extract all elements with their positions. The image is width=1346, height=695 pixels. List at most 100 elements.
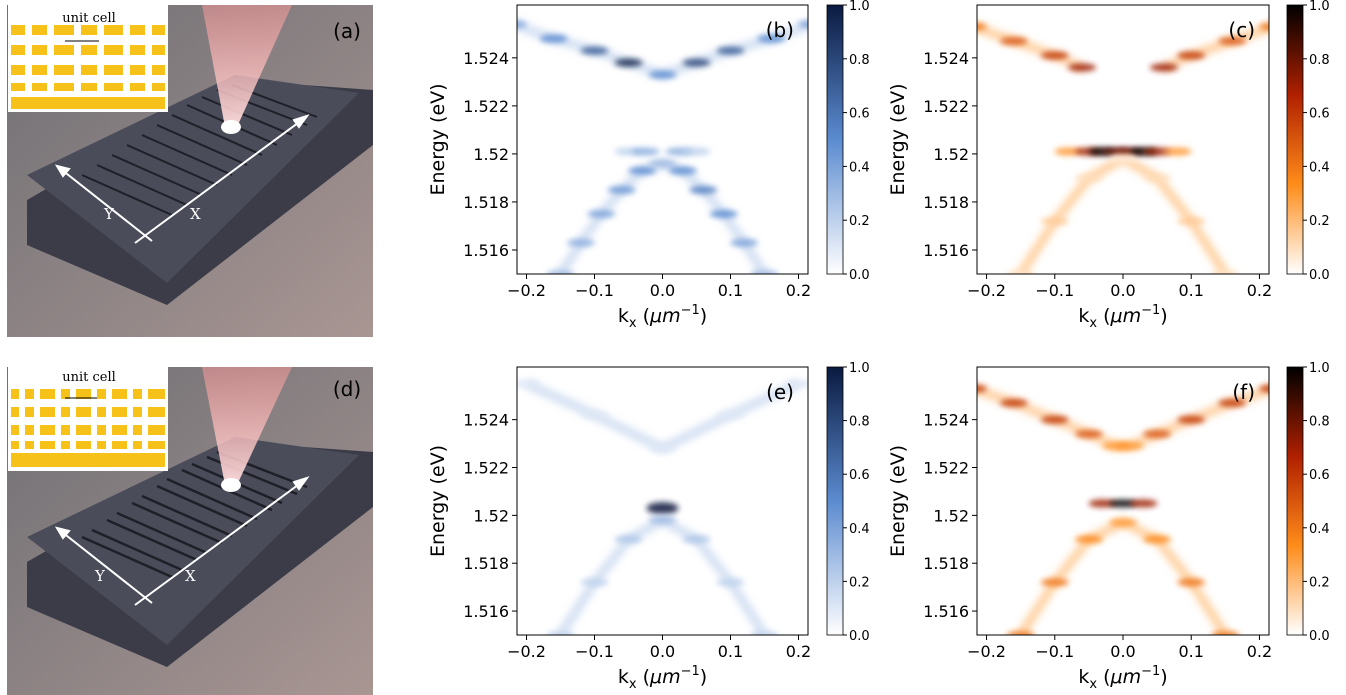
intensity-blob — [499, 20, 527, 28]
colorbar — [1287, 367, 1303, 635]
intensity-blob — [1116, 442, 1144, 450]
intensity-blob — [682, 148, 710, 156]
plot-area — [517, 367, 808, 635]
colorbar — [1287, 5, 1303, 274]
x-tick-label: 0.2 — [1247, 642, 1272, 661]
x-tick-label: −0.2 — [967, 281, 1006, 300]
intensity-blob — [959, 385, 987, 393]
illustration: unit cell Y X (d) — [7, 367, 373, 695]
colorbar-tick-label: 0.2 — [1309, 575, 1330, 590]
intensity-blob — [716, 411, 744, 419]
x-axis-label: kx (μm−1) — [1078, 303, 1167, 331]
x-axis-label-part: −1 — [681, 664, 700, 679]
intensity-blob — [710, 210, 738, 218]
colorbar-tick-label: 0.2 — [849, 214, 870, 229]
panel-label: (a) — [333, 19, 361, 43]
y-tick-label: 1.522 — [463, 459, 509, 478]
x-axis-label-part: μm — [649, 666, 681, 688]
intensity-blob — [1177, 51, 1205, 59]
y-tick-label: 1.524 — [463, 411, 509, 430]
colorbar-tick-label: 0.6 — [1309, 107, 1330, 122]
x-axis-label-part: k — [618, 305, 629, 327]
x-tick-label: −0.1 — [575, 642, 614, 661]
y-tick-label: 1.516 — [463, 241, 509, 260]
x-axis-label-part: ) — [1160, 666, 1167, 688]
colorbar-tick-label: 1.0 — [1309, 361, 1330, 376]
x-tick-label: 0.1 — [1178, 281, 1203, 300]
y-tick-label: 1.516 — [923, 241, 969, 260]
colorbar-tick-label: 0.2 — [849, 575, 870, 590]
panel-label: (b) — [766, 18, 794, 42]
intensity-blob — [1109, 155, 1137, 163]
intensity-blob — [649, 516, 677, 524]
intensity-blob — [1075, 430, 1103, 438]
y-tick-label: 1.518 — [923, 193, 969, 212]
intensity-blob — [1000, 399, 1028, 407]
colorbar — [827, 5, 843, 274]
y-tick-label: 1.518 — [463, 554, 509, 573]
axis-label: X — [190, 205, 201, 223]
intensity-blob — [1000, 37, 1028, 45]
intensity-blob — [1041, 578, 1069, 586]
axis-label: X — [185, 567, 196, 585]
x-axis-label-part: ( — [637, 305, 650, 327]
x-axis-label-part: μm — [1109, 305, 1141, 327]
colorbar — [827, 367, 843, 635]
intensity-blob — [1177, 217, 1205, 225]
intensity-blob — [567, 239, 595, 247]
intensity-blob — [647, 502, 679, 514]
x-axis-label-part: ) — [700, 305, 707, 327]
axis-label: Y — [103, 205, 115, 223]
intensity-blob — [587, 210, 615, 218]
colorbar-tick-label: 0.6 — [1309, 468, 1330, 483]
y-tick-label: 1.522 — [923, 459, 969, 478]
x-axis-label-part: ( — [637, 666, 650, 688]
intensity-blob — [716, 578, 744, 586]
colorbar-tick-label: 0.0 — [849, 629, 870, 644]
intensity-blob — [608, 186, 636, 194]
x-tick-label: 0.2 — [786, 281, 811, 300]
intensity-blob — [1164, 148, 1192, 156]
intensity-blob — [1259, 23, 1287, 31]
intensity-blob — [632, 148, 660, 156]
y-tick-label: 1.52 — [473, 145, 509, 164]
intensity-blob — [669, 167, 697, 175]
intensity-blob — [1177, 578, 1205, 586]
x-axis-label-part: ) — [700, 666, 707, 688]
x-tick-label: 0.0 — [650, 281, 675, 300]
intensity-blob — [1143, 174, 1171, 182]
x-axis-label-part: μm — [1109, 666, 1141, 688]
x-axis-label-part: −1 — [1141, 303, 1160, 318]
intensity-blob — [1109, 519, 1137, 527]
colorbar-tick-label: 0.8 — [849, 53, 870, 68]
intensity-blob — [1075, 174, 1103, 182]
figure: unit cell Y X (a) unit cell Y X (d) −0. — [0, 0, 1346, 695]
colorbar-tick-label: 0.6 — [849, 107, 870, 122]
intensity-blob — [581, 47, 609, 55]
intensity-blob — [682, 535, 710, 543]
y-tick-label: 1.52 — [473, 506, 509, 525]
intensity-blob — [615, 535, 643, 543]
intensity-blob — [1041, 217, 1069, 225]
x-axis-label-part: ) — [1160, 305, 1167, 327]
x-axis-label-part: k — [618, 666, 629, 688]
colorbar-tick-label: 0.4 — [849, 160, 870, 175]
y-tick-label: 1.516 — [923, 602, 969, 621]
y-tick-label: 1.524 — [923, 411, 969, 430]
intensity-blob — [581, 578, 609, 586]
intensity-blob — [1041, 51, 1069, 59]
colorbar-tick-label: 0.6 — [849, 468, 870, 483]
colorbar-tick-label: 0.4 — [849, 522, 870, 537]
y-tick-label: 1.52 — [933, 145, 969, 164]
x-axis-label-part: ( — [1097, 305, 1110, 327]
intensity-blob — [716, 47, 744, 55]
x-tick-label: 0.1 — [1178, 642, 1203, 661]
x-axis-label-part: ( — [1097, 666, 1110, 688]
intensity-blob — [959, 23, 987, 31]
x-axis-label-part: −1 — [681, 303, 700, 318]
x-tick-label: 0.0 — [1110, 281, 1135, 300]
laser-spot — [221, 120, 241, 134]
x-tick-label: −0.2 — [507, 281, 546, 300]
y-tick-label: 1.518 — [923, 554, 969, 573]
colorbar-tick-label: 0.2 — [1309, 214, 1330, 229]
